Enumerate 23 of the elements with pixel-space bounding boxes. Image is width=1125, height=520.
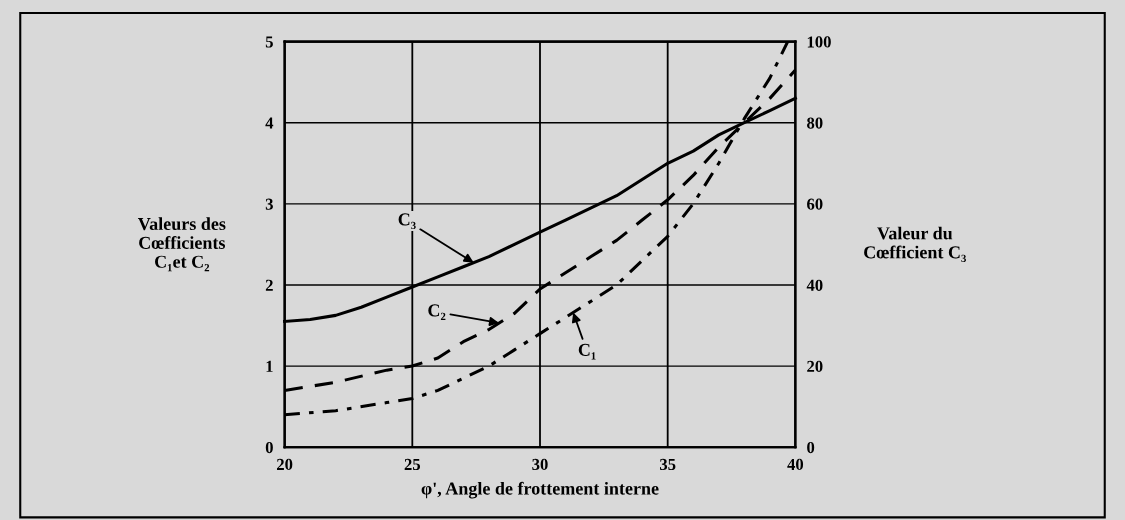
x-axis-title: φ', Angle de frottement interne bbox=[421, 481, 659, 499]
annotation: C₁ bbox=[578, 343, 596, 360]
y-tick-label: 5 bbox=[265, 36, 273, 48]
y2-axis-title: Valeur du Cœfficient C₃ bbox=[864, 226, 967, 262]
y-tick-label: 4 bbox=[265, 117, 274, 129]
annotation: C₃ bbox=[398, 213, 416, 230]
y2-tick-label: 60 bbox=[807, 198, 823, 210]
y-tick-label: 2 bbox=[265, 279, 273, 291]
y-tick-label: 3 bbox=[265, 198, 273, 210]
x-tick-label: 35 bbox=[659, 458, 676, 471]
y-tick-label: 1 bbox=[266, 360, 273, 372]
y-tick-label: 0 bbox=[265, 441, 273, 454]
x-tick-label: 25 bbox=[404, 458, 421, 471]
x-tick-label: 20 bbox=[276, 458, 293, 471]
y2-tick-label: 20 bbox=[807, 360, 823, 373]
y2-tick-label: 0 bbox=[807, 441, 815, 454]
y2-tick-label: 80 bbox=[807, 117, 823, 129]
x-tick-label: 40 bbox=[787, 458, 804, 471]
annotation: C₂ bbox=[428, 304, 446, 320]
y2-tick-label: 100 bbox=[807, 36, 831, 48]
x-tick-label: 30 bbox=[532, 458, 548, 471]
y-axis-title: Valeurs des Cœfficients C₁et C₂ bbox=[137, 217, 226, 272]
y2-tick-label: 40 bbox=[806, 279, 823, 291]
